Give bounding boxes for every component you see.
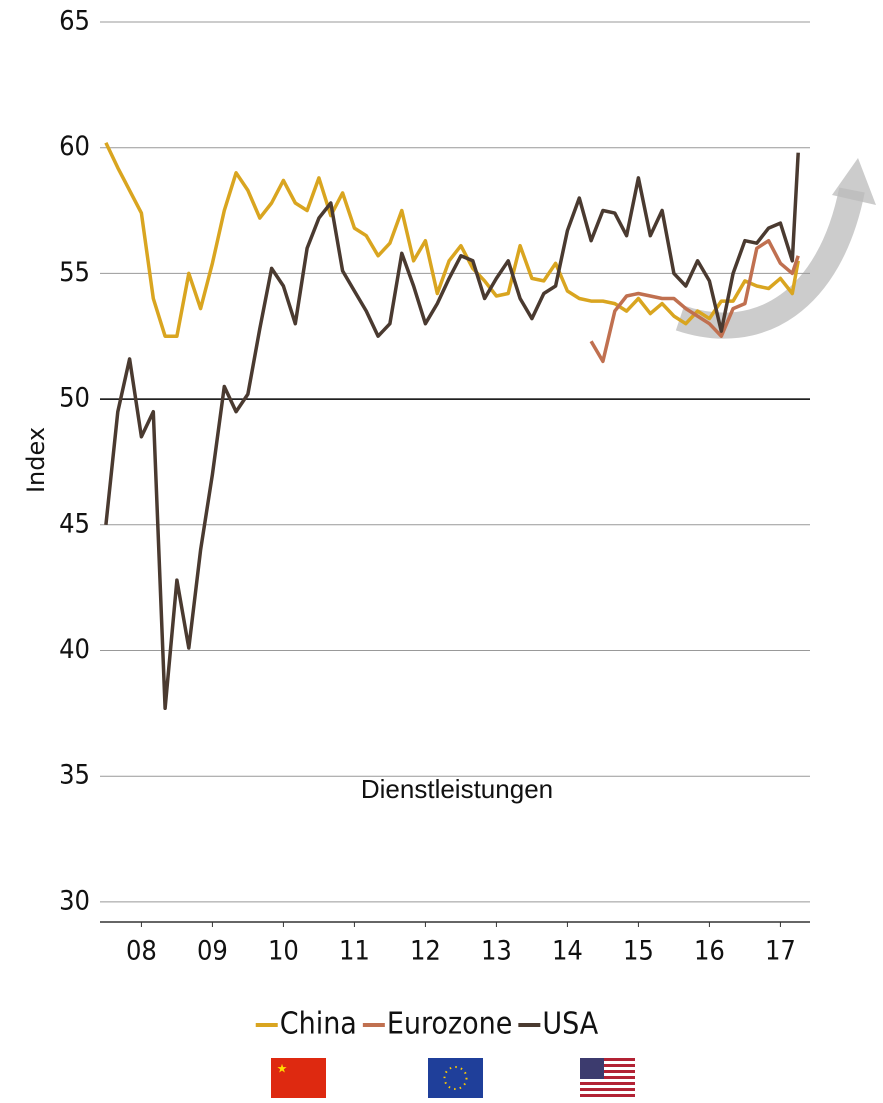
trend-arrow-head bbox=[832, 158, 876, 205]
flag-china: ★ bbox=[271, 1058, 326, 1098]
series-line bbox=[104, 141, 800, 338]
x-tick-label: 17 bbox=[765, 936, 796, 967]
x-tick-label: 12 bbox=[410, 936, 441, 967]
y-tick-label: 30 bbox=[59, 885, 90, 916]
y-axis-label: Index bbox=[22, 427, 50, 493]
y-tick-label: 50 bbox=[59, 383, 90, 414]
legend-label: Eurozone bbox=[387, 1007, 513, 1042]
x-tick-label: 13 bbox=[481, 936, 512, 967]
y-tick-label: 55 bbox=[59, 257, 90, 288]
svg-text:★: ★ bbox=[277, 1062, 288, 1076]
y-tick-label: 60 bbox=[59, 131, 90, 162]
y-tick-label: 35 bbox=[59, 760, 90, 791]
trend-arrow bbox=[675, 187, 865, 339]
series-line bbox=[104, 152, 800, 711]
x-tick-label: 08 bbox=[126, 936, 157, 967]
y-tick-label: 40 bbox=[59, 634, 90, 665]
y-tick-label: 65 bbox=[59, 6, 90, 37]
legend-label: China bbox=[280, 1007, 357, 1042]
annotation: Dienstleistungen bbox=[361, 774, 553, 804]
x-tick-label: 10 bbox=[268, 936, 299, 967]
flag-eu bbox=[428, 1058, 483, 1098]
flag-usa bbox=[580, 1058, 635, 1098]
x-tick-label: 14 bbox=[552, 936, 583, 967]
y-tick-label: 45 bbox=[59, 508, 90, 539]
x-tick-label: 09 bbox=[197, 936, 228, 967]
x-tick-label: 15 bbox=[623, 936, 654, 967]
x-tick-label: 16 bbox=[694, 936, 725, 967]
legend: China Eurozone USA bbox=[255, 1007, 599, 1042]
series-line bbox=[589, 238, 800, 364]
legend-label: USA bbox=[542, 1007, 598, 1042]
x-tick-label: 11 bbox=[339, 936, 370, 967]
